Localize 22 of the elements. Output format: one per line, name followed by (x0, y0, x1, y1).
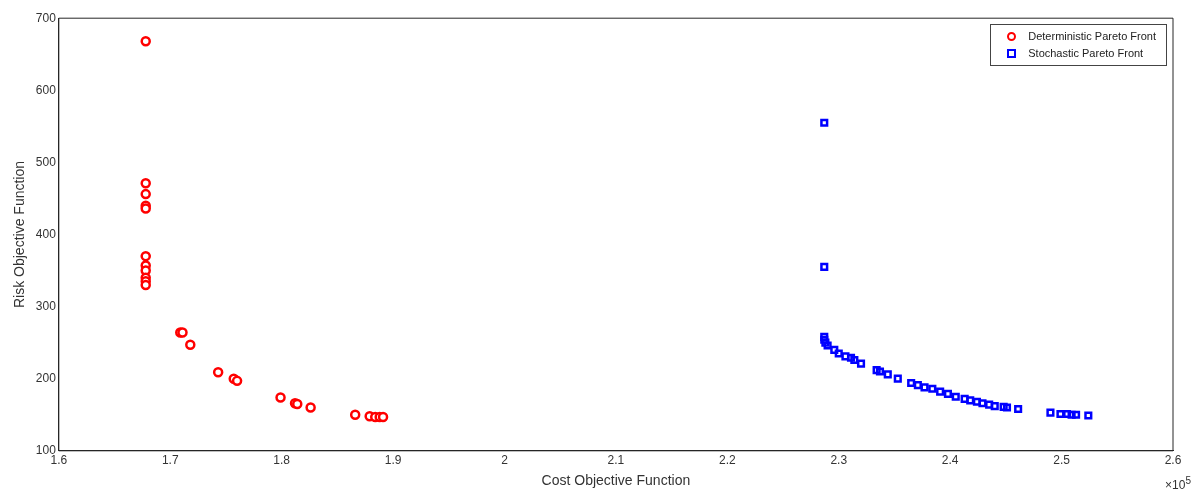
y-tick-label: 600 (35, 82, 57, 97)
legend-label: Deterministic Pareto Front (1028, 29, 1156, 45)
y-tick-label: 200 (35, 371, 57, 386)
y-tick-label: 500 (35, 154, 57, 169)
x-tick-label: 2.3 (830, 453, 848, 468)
x-tick-label: 2 (501, 453, 509, 468)
y-tick-label: 700 (35, 10, 57, 25)
x-tick-label: 1.9 (384, 453, 402, 468)
text: ×10$^{5}$ (1165, 475, 1191, 492)
y-axis-title: Risk Objective Function (11, 160, 28, 309)
x-tick-label: 2.4 (941, 453, 959, 468)
x-tick-label: 1.7 (161, 453, 179, 468)
x-tick-label: 1.8 (273, 453, 291, 468)
y-tick-label: 300 (35, 298, 57, 313)
x-tick-label: 2.1 (607, 453, 625, 468)
x-tick-label: 2.5 (1053, 453, 1071, 468)
x-tick-label: 2.6 (1164, 453, 1182, 468)
x-axis-title: Cost Objective Function (541, 472, 691, 489)
x-tick-label: 2.2 (718, 453, 736, 468)
y-tick-label: 400 (35, 226, 57, 241)
legend-label: Stochastic Pareto Front (1028, 46, 1144, 62)
x-tick-label: 1.6 (50, 453, 68, 468)
